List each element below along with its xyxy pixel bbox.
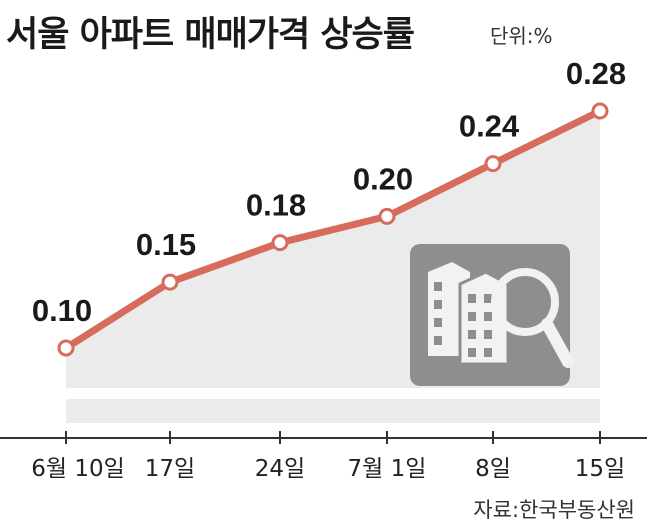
data-point <box>57 339 75 357</box>
x-tick-label: 15일 <box>575 456 625 482</box>
data-point <box>378 207 396 225</box>
x-tick-label: 6월 10일 <box>31 456 125 482</box>
data-label: 0.24 <box>459 109 520 144</box>
x-tick-label: 8일 <box>475 456 511 482</box>
data-label: 0.28 <box>566 56 626 91</box>
x-tick-label: 17일 <box>145 456 195 482</box>
data-point <box>591 102 609 120</box>
data-label: 0.18 <box>246 188 306 223</box>
series-line <box>62 107 604 352</box>
source-label: 자료:한국부동산원 <box>473 498 635 522</box>
apartment-search-icon <box>410 244 574 386</box>
data-point <box>271 234 289 252</box>
data-label: 0.15 <box>136 227 196 262</box>
x-tick-label: 24일 <box>255 456 305 482</box>
data-label: 0.20 <box>353 161 413 196</box>
x-tick-label: 7월 1일 <box>348 456 427 482</box>
data-point <box>161 273 179 291</box>
data-label: 0.10 <box>32 293 92 328</box>
data-point <box>484 155 502 173</box>
chart-title: 서울 아파트 매매가격 상승률 <box>6 15 415 55</box>
unit-label: 단위:% <box>490 24 553 48</box>
baseline-band <box>66 399 600 423</box>
